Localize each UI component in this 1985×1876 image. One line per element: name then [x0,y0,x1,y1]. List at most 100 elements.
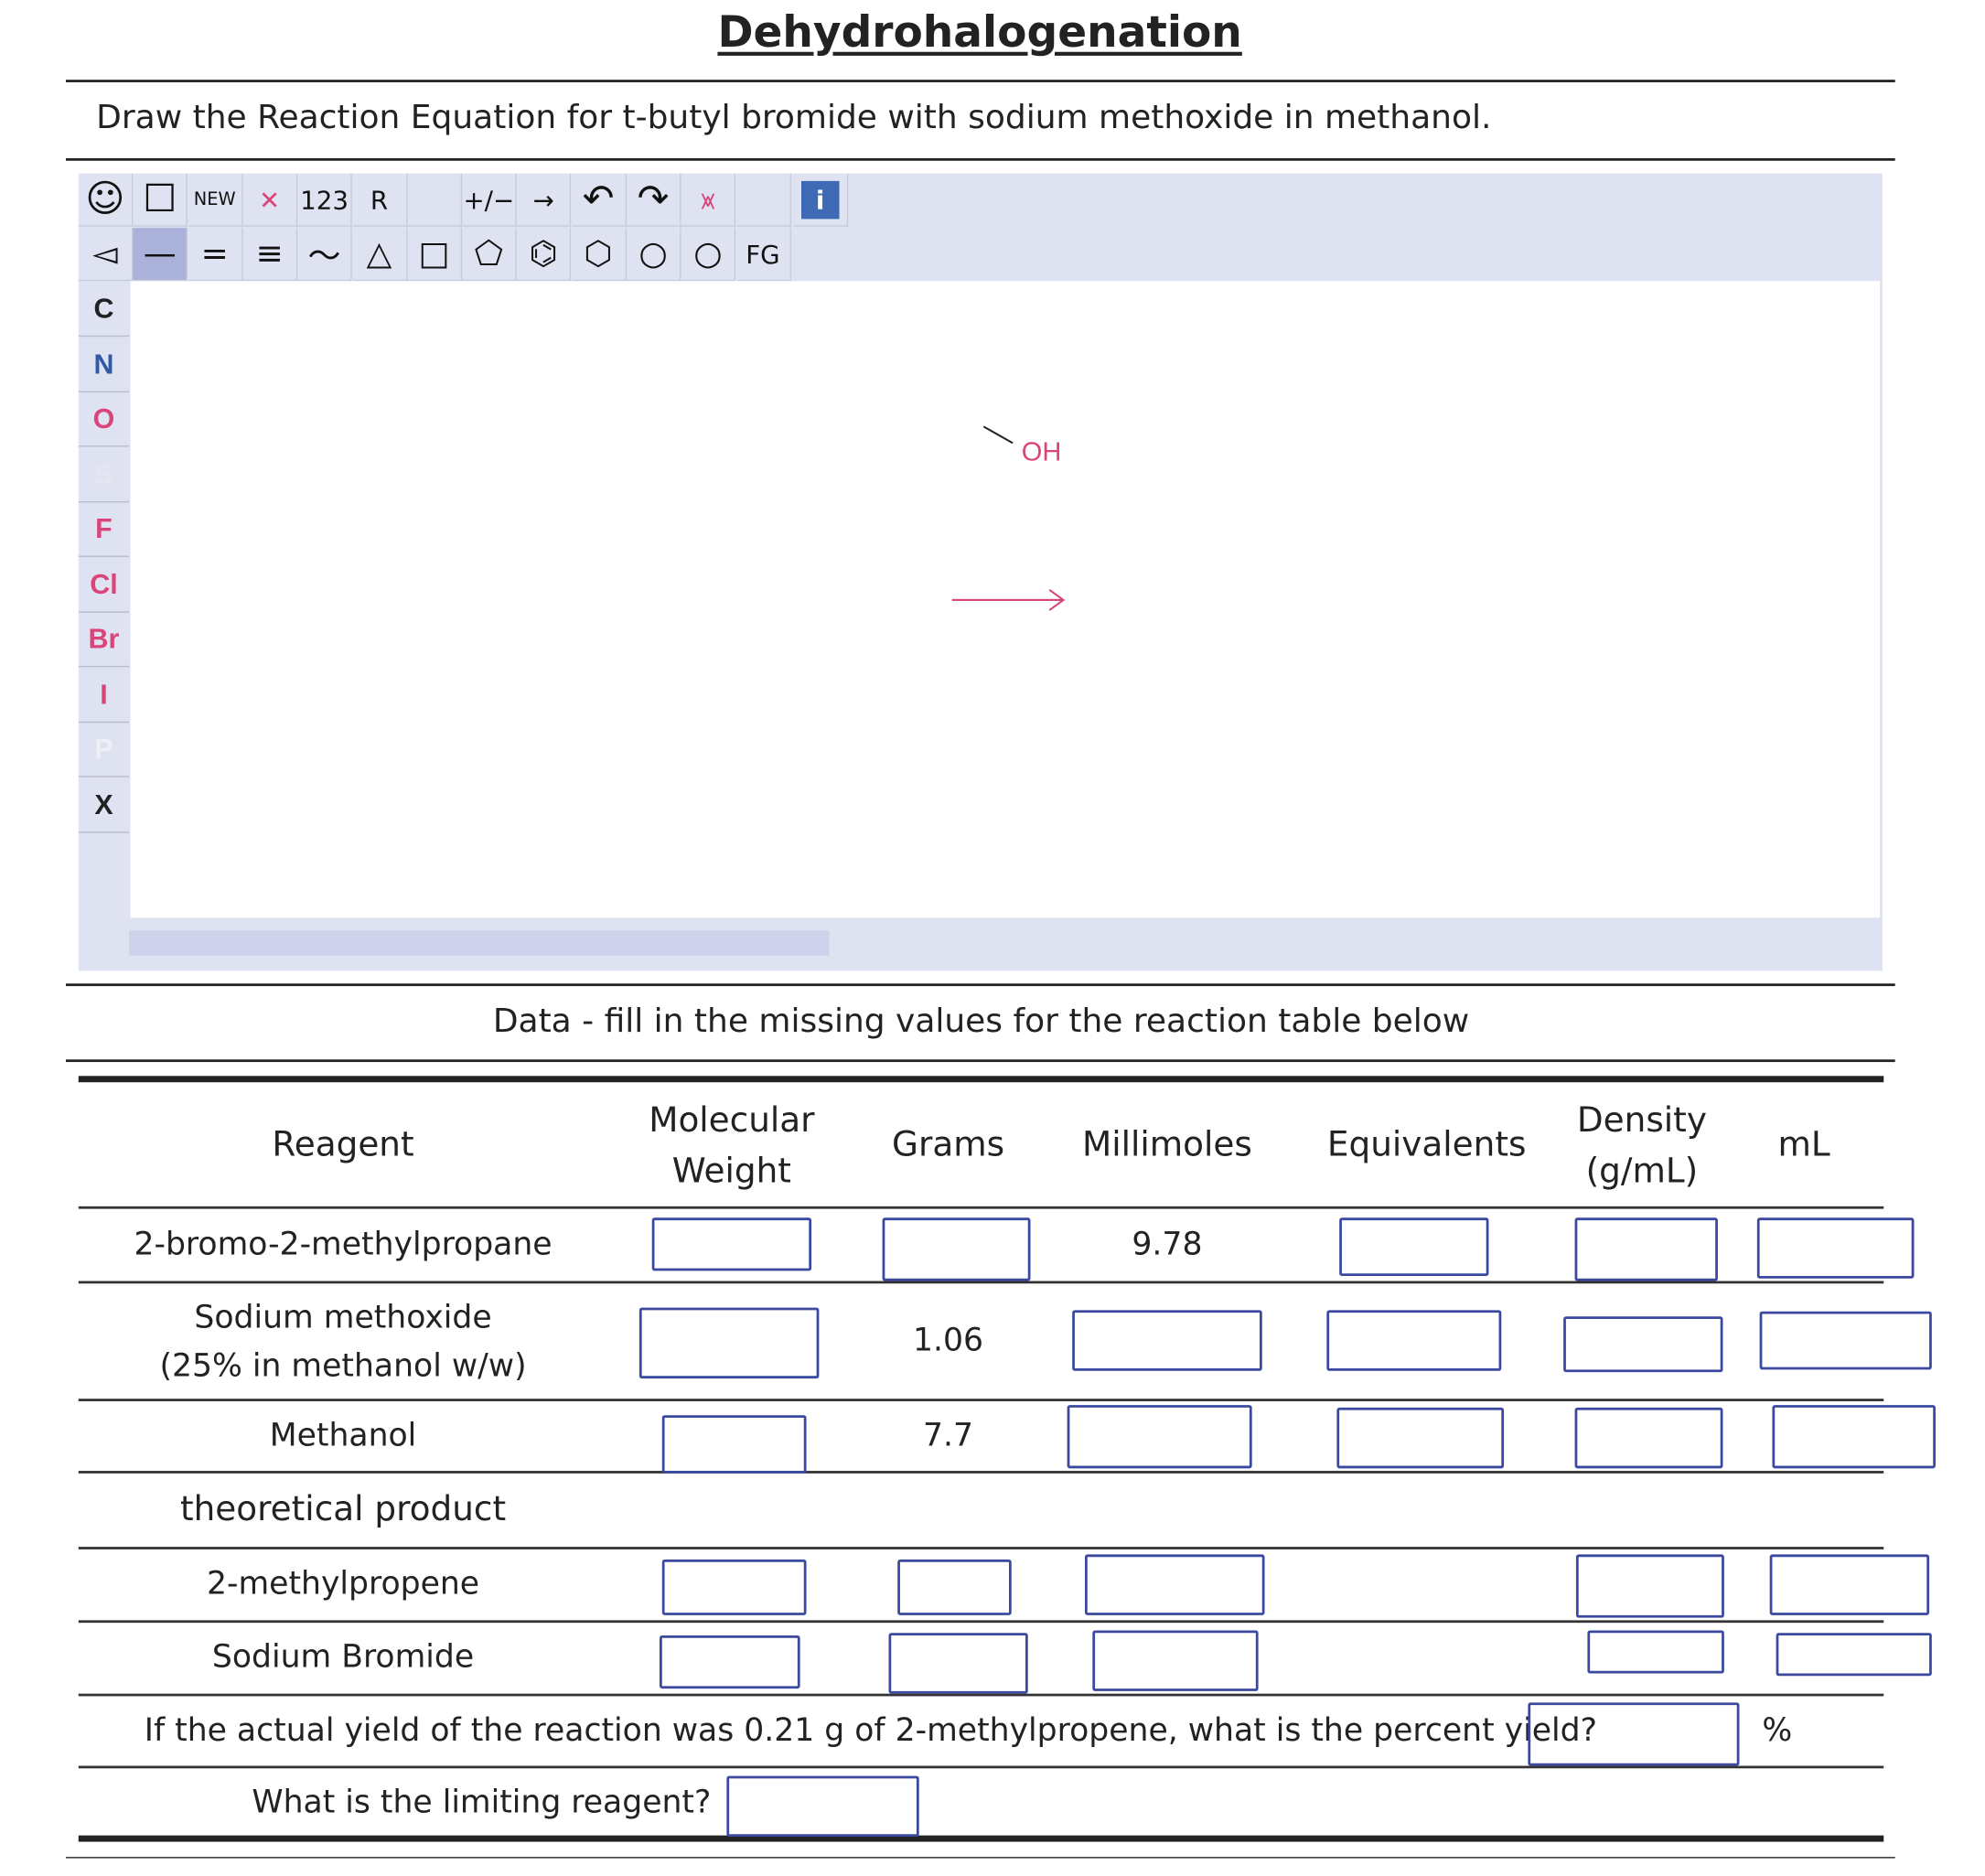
functional-group-button[interactable]: FG [735,228,791,282]
answer-input[interactable] [1776,1633,1932,1677]
table-bottom-rule [78,1835,1884,1842]
yield-question: If the actual yield of the reaction was … [144,1711,1597,1749]
answer-input[interactable] [1574,1217,1718,1281]
table-top-rule [78,1076,1884,1083]
smiley-icon: ☺ [85,177,125,222]
answer-input[interactable] [1085,1554,1265,1615]
atom-numbers-button[interactable]: 123 [297,173,352,227]
cyclooctane-icon: ○ [693,234,723,273]
answer-input[interactable] [1772,1405,1936,1469]
clear-lone-pairs-button[interactable]: ⩙ [681,173,736,227]
element-label: X [94,788,113,820]
atom-numbers-icon: 123 [300,184,349,215]
element-button-x[interactable]: X [78,777,130,832]
answer-input[interactable] [661,1415,807,1474]
answer-input[interactable] [1756,1217,1915,1279]
product-heading: theoretical product [179,1489,507,1529]
row-rule [78,1765,1884,1769]
cycloheptane-icon: ○ [638,234,668,273]
element-button-cl[interactable]: Cl [78,558,130,613]
oh-atom-label[interactable]: OH [1021,437,1062,467]
cyclooctane-button[interactable]: ○ [681,228,736,282]
element-button-br[interactable]: Br [78,613,130,668]
delete-button[interactable]: ✕ [242,173,298,227]
answer-input[interactable] [661,1559,807,1615]
cyclopropane-icon: △ [366,234,392,273]
info-button[interactable]: i [793,173,849,227]
percent-yield-input[interactable] [1528,1702,1740,1766]
wedge-bond-button[interactable]: ◅ [78,228,134,282]
clear-lone-pairs-icon: ⩙ [701,184,715,215]
row-rule [78,1693,1884,1697]
cyclopropane-button[interactable]: △ [352,228,407,282]
reaction-arrow-button[interactable]: → [517,173,572,227]
element-button-n[interactable]: N [78,338,130,392]
answer-input[interactable] [1336,1407,1505,1469]
benzene-icon: ⌬ [529,234,558,273]
answer-input[interactable] [1575,1554,1724,1618]
single-bond-button[interactable]: — [133,228,188,282]
answer-input[interactable] [1072,1310,1262,1371]
answer-input[interactable] [1326,1310,1502,1371]
row-rule [78,1547,1884,1549]
answer-input[interactable] [1759,1311,1932,1370]
double-bond-icon: = [200,234,229,273]
element-button-s[interactable]: S [78,447,130,502]
element-button-c[interactable]: C [78,283,130,338]
cyclobutane-button[interactable]: □ [407,228,462,282]
row-rule [78,1399,1884,1401]
cyclohexane-button[interactable]: ⬡ [572,228,627,282]
canvas-drawing [951,425,1066,611]
redo-button[interactable]: ↷ [627,173,681,227]
element-button-o[interactable]: O [78,392,130,447]
divider [65,1059,1895,1063]
limiting-reagent-input[interactable] [726,1775,919,1838]
answer-input[interactable] [638,1307,820,1379]
info-icon: i [800,180,840,219]
reagent-name: Sodium Bromide [211,1637,475,1675]
answer-input[interactable] [1769,1554,1930,1615]
answer-input[interactable] [1574,1407,1723,1469]
r-group-button[interactable]: R [352,173,407,227]
cell-value: 9.78 [1132,1225,1203,1262]
element-label: P [94,733,113,765]
answer-input[interactable] [882,1217,1031,1281]
double-bond-button[interactable]: = [188,228,243,282]
column-header: Grams [892,1125,1005,1165]
page-title: Dehydrohalogenation [717,7,1242,59]
element-label: C [93,292,114,325]
triple-bond-button[interactable]: ≡ [242,228,298,282]
benzene-button[interactable]: ⌬ [517,228,572,282]
cyclopentane-button[interactable]: ⬠ [462,228,517,282]
element-label: F [95,512,113,545]
select-rectangle-button[interactable]: ☐ [133,173,188,227]
answer-input[interactable] [1563,1316,1723,1373]
answer-input[interactable] [1067,1405,1252,1469]
charge-button[interactable]: +∕− [462,173,517,227]
cyclohexane-icon: ⬡ [584,234,613,273]
new-button[interactable]: NEW [188,173,243,227]
answer-input[interactable] [1092,1630,1259,1691]
element-button-p[interactable]: P [78,723,130,777]
element-button-i[interactable]: I [78,668,130,723]
chain-icon: 〜 [307,238,341,276]
cyclopentane-icon: ⬠ [474,234,503,273]
answer-input[interactable] [1587,1630,1724,1674]
undo-icon: ↶ [582,177,615,222]
answer-input[interactable] [897,1559,1012,1615]
answer-input[interactable] [1339,1217,1489,1276]
drawing-canvas[interactable]: OH [130,281,1881,918]
cycloheptane-button[interactable]: ○ [627,228,681,282]
undo-button[interactable]: ↶ [572,173,627,227]
chain-button[interactable]: 〜 [297,228,352,282]
answer-input[interactable] [888,1633,1028,1694]
smiley-button[interactable]: ☺ [78,173,134,227]
element-button-f[interactable]: F [78,502,130,557]
column-header: Equivalents [1326,1125,1527,1165]
delete-icon: ✕ [259,184,281,215]
bond-line[interactable] [982,425,1014,445]
answer-input[interactable] [660,1635,800,1689]
yield-unit: % [1762,1711,1793,1749]
answer-input[interactable] [651,1217,812,1271]
cyclobutane-icon: □ [418,234,450,273]
